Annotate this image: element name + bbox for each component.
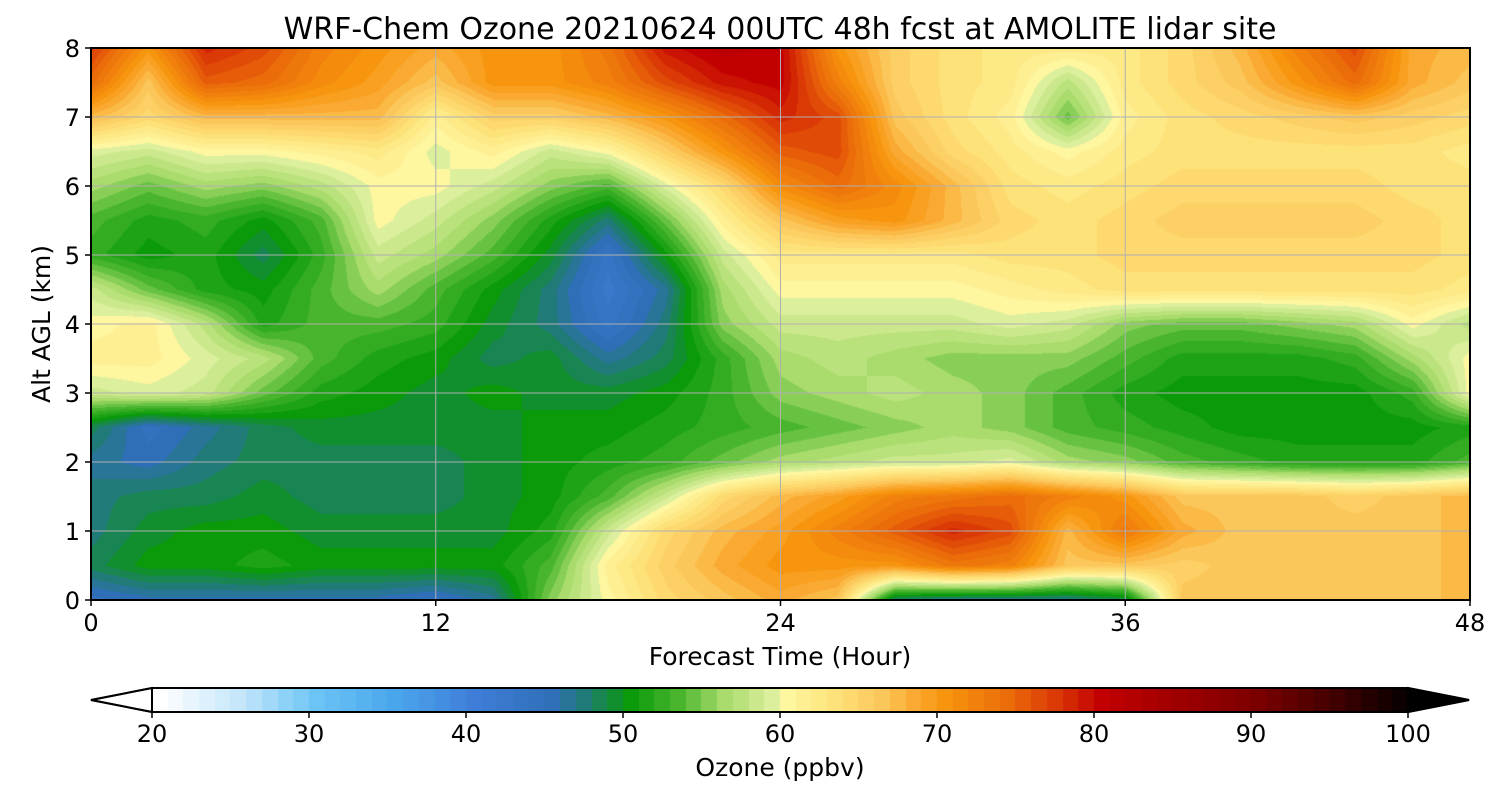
x-tick-label: 12 xyxy=(420,609,451,637)
colorbar-low-extend xyxy=(90,686,153,714)
chart-title: WRF-Chem Ozone 20210624 00UTC 48h fcst a… xyxy=(284,12,1277,47)
x-axis-ticks: 0 12 24 36 48 xyxy=(83,600,1485,637)
y-tick-label: 5 xyxy=(65,242,80,270)
y-axis-ticks: 0 1 2 3 4 5 6 7 8 xyxy=(65,35,91,615)
y-tick-label: 8 xyxy=(65,35,80,63)
colorbar-tick-label: 70 xyxy=(922,720,953,748)
colorbar-tick-label: 30 xyxy=(294,720,325,748)
colorbar-tick-label: 80 xyxy=(1079,720,1110,748)
y-tick-label: 1 xyxy=(65,518,80,546)
y-tick-label: 4 xyxy=(65,311,80,339)
colorbar-ticks: 20 30 40 50 60 70 80 90 100 xyxy=(137,712,1431,748)
colorbar-label: Ozone (ppbv) xyxy=(695,753,864,782)
x-tick-label: 0 xyxy=(83,609,98,637)
colorbar-tick-label: 50 xyxy=(608,720,639,748)
y-tick-label: 3 xyxy=(65,380,80,408)
y-tick-label: 0 xyxy=(65,587,80,615)
colorbar-gradient xyxy=(152,688,1408,712)
x-tick-label: 48 xyxy=(1455,609,1486,637)
y-tick-label: 2 xyxy=(65,449,80,477)
x-axis-label: Forecast Time (Hour) xyxy=(649,642,912,671)
colorbar-tick-label: 60 xyxy=(765,720,796,748)
colorbar-tick-label: 100 xyxy=(1385,720,1431,748)
y-axis-label: Alt AGL (km) xyxy=(27,245,56,403)
colorbar-high-extend xyxy=(1407,686,1470,714)
x-tick-label: 36 xyxy=(1110,609,1141,637)
colorbar-tick-label: 20 xyxy=(137,720,168,748)
colorbar: 20 30 40 50 60 70 80 90 100 xyxy=(90,686,1470,748)
y-tick-label: 7 xyxy=(65,104,80,132)
x-tick-label: 24 xyxy=(765,609,796,637)
colorbar-tick-label: 40 xyxy=(451,720,482,748)
colorbar-tick-label: 90 xyxy=(1236,720,1267,748)
y-tick-label: 6 xyxy=(65,173,80,201)
